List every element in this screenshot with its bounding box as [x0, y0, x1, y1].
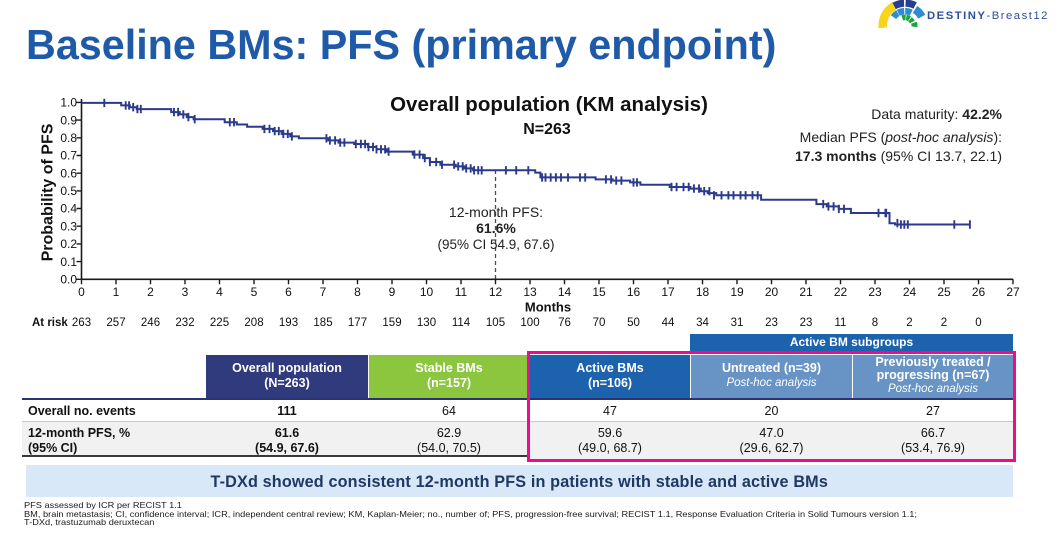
svg-text:0.6: 0.6 — [60, 166, 77, 180]
svg-text:21: 21 — [799, 285, 813, 299]
svg-text:14: 14 — [558, 285, 572, 299]
svg-text:0.8: 0.8 — [60, 131, 77, 145]
svg-text:0.2: 0.2 — [60, 237, 77, 251]
svg-text:0: 0 — [78, 285, 85, 299]
svg-text:0.5: 0.5 — [60, 184, 77, 198]
svg-text:0.7: 0.7 — [60, 149, 77, 163]
svg-text:0.0: 0.0 — [60, 273, 77, 287]
svg-text:26: 26 — [972, 285, 986, 299]
svg-text:Probability of PFS: Probability of PFS — [40, 123, 57, 261]
svg-text:1.0: 1.0 — [60, 96, 77, 110]
svg-text:27: 27 — [1006, 285, 1020, 299]
svg-text:Months: Months — [525, 300, 571, 315]
svg-text:6: 6 — [285, 285, 292, 299]
svg-text:4: 4 — [216, 285, 223, 299]
svg-text:16: 16 — [627, 285, 641, 299]
svg-text:23: 23 — [868, 285, 882, 299]
svg-text:17: 17 — [661, 285, 675, 299]
svg-text:0.3: 0.3 — [60, 219, 77, 233]
svg-text:11: 11 — [455, 285, 468, 299]
svg-text:2: 2 — [147, 285, 154, 299]
svg-text:22: 22 — [834, 285, 848, 299]
svg-text:13: 13 — [523, 285, 537, 299]
svg-text:10: 10 — [420, 285, 434, 299]
svg-text:20: 20 — [765, 285, 779, 299]
svg-text:19: 19 — [730, 285, 744, 299]
svg-text:0.9: 0.9 — [60, 113, 77, 127]
svg-text:1: 1 — [113, 285, 120, 299]
svg-text:7: 7 — [320, 285, 327, 299]
svg-text:18: 18 — [696, 285, 710, 299]
svg-text:12: 12 — [489, 285, 503, 299]
svg-text:24: 24 — [903, 285, 917, 299]
svg-text:0.4: 0.4 — [60, 202, 77, 216]
svg-text:5: 5 — [251, 285, 258, 299]
svg-text:25: 25 — [937, 285, 951, 299]
svg-text:3: 3 — [182, 285, 189, 299]
svg-text:15: 15 — [592, 285, 606, 299]
svg-text:9: 9 — [389, 285, 396, 299]
svg-text:8: 8 — [354, 285, 361, 299]
svg-text:0.1: 0.1 — [60, 255, 77, 269]
